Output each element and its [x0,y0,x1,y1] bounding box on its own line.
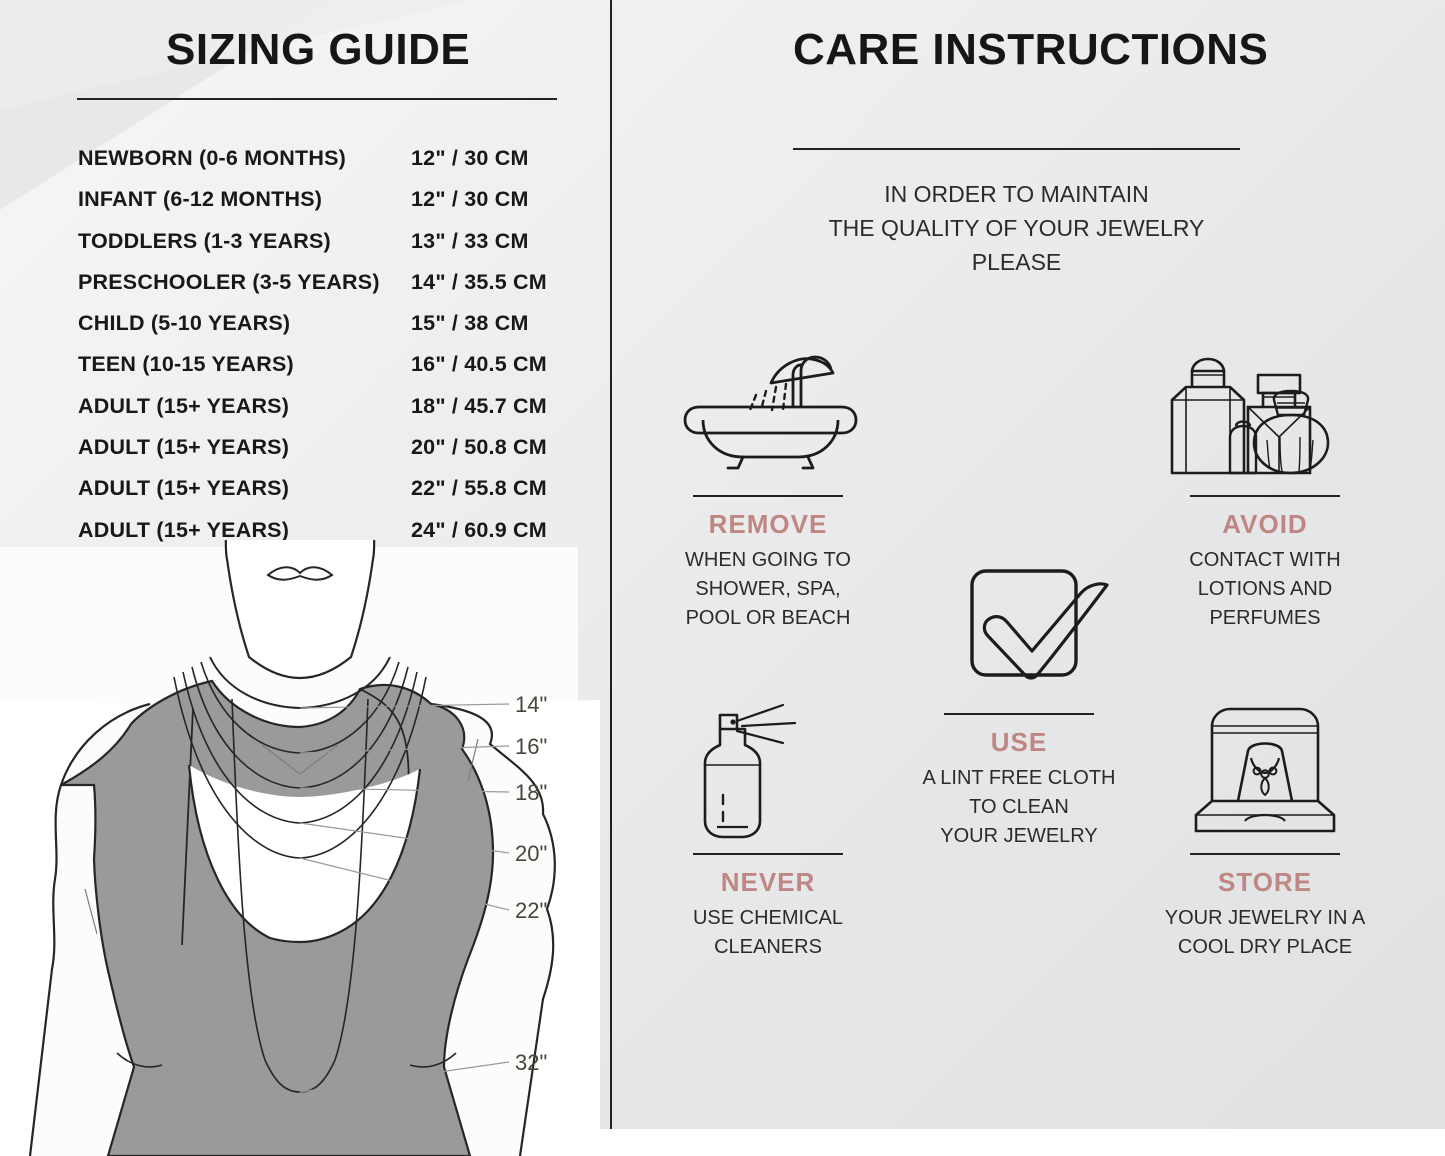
svg-text:16": 16" [515,734,547,759]
svg-text:32": 32" [515,1050,547,1075]
svg-text:18": 18" [515,780,547,805]
svg-text:20": 20" [515,841,547,866]
svg-text:14": 14" [515,692,547,717]
svg-text:22": 22" [515,898,547,923]
